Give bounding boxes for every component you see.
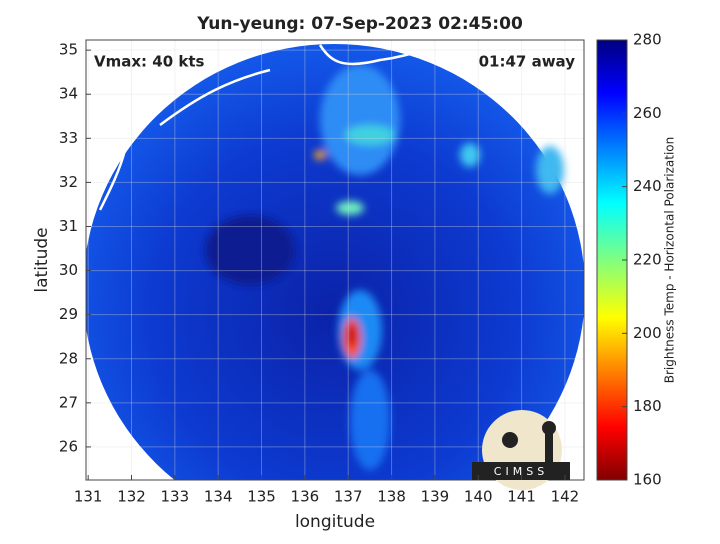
x-tick-label: 135 (247, 488, 276, 506)
colorbar-tick-label: 160 (633, 471, 662, 489)
cimss-logo: CIMSS (472, 410, 570, 490)
colorbar-tick-label: 220 (633, 251, 662, 269)
y-tick-label: 28 (59, 349, 78, 367)
logo-text: CIMSS (494, 465, 548, 478)
x-tick-label: 138 (377, 488, 406, 506)
annotation: 01:47 away (479, 53, 576, 71)
satellite-image (86, 40, 584, 480)
colorbar-tick-label: 200 (633, 324, 662, 342)
x-tick-label: 139 (421, 488, 450, 506)
x-tick-label: 132 (117, 488, 146, 506)
y-tick-label: 34 (59, 85, 78, 103)
x-axis-label: longitude (295, 512, 375, 532)
x-tick-label: 142 (551, 488, 580, 506)
colorbar-label: Brightness Temp - Horizontal Polarizatio… (663, 137, 677, 384)
y-tick-label: 27 (59, 393, 78, 411)
y-tick-label: 29 (59, 305, 78, 323)
colorbar-tick-label: 280 (633, 31, 662, 49)
x-tick-label: 141 (507, 488, 536, 506)
plot-frame (85, 39, 585, 481)
y-tick-label: 31 (59, 217, 78, 235)
x-tick-label: 134 (204, 488, 233, 506)
y-axis-label: latitude (32, 227, 52, 292)
title: Yun-yeung: 07-Sep-2023 02:45:00 (196, 14, 523, 34)
y-tick-label: 32 (59, 173, 78, 191)
x-tick-label: 137 (334, 488, 363, 506)
y-tick-label: 26 (59, 437, 78, 455)
annotation: Vmax: 40 kts (94, 53, 204, 71)
x-tick-label: 140 (464, 488, 493, 506)
grid (86, 40, 584, 480)
x-tick-label: 131 (74, 488, 103, 506)
y-tick-label: 33 (59, 129, 78, 147)
colorbar-tick-label: 240 (633, 177, 662, 195)
x-tick-label: 136 (291, 488, 320, 506)
colorbar-tick-label: 260 (633, 104, 662, 122)
y-tick-label: 30 (59, 261, 78, 279)
y-tick-label: 35 (59, 41, 78, 59)
x-tick-label: 133 (161, 488, 190, 506)
colorbar-tick-label: 180 (633, 397, 662, 415)
